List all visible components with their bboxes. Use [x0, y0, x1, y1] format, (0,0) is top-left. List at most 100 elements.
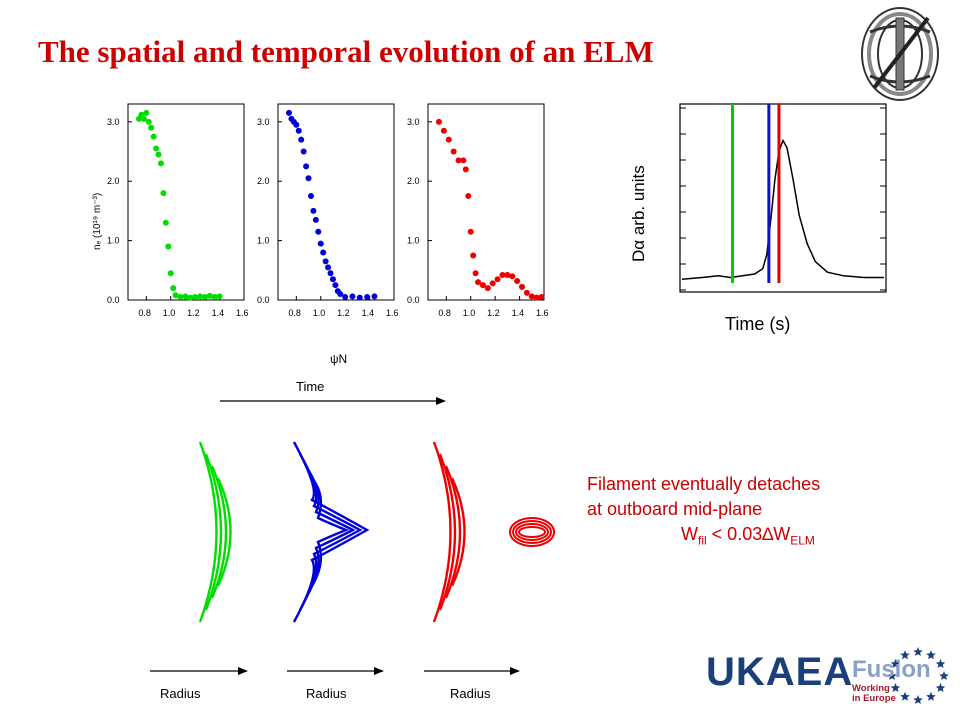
- profile-point: [342, 294, 349, 301]
- caption-formula: Wfil < 0.03∆WELM: [587, 522, 820, 554]
- profile-ytick-label: 1.0: [257, 236, 270, 246]
- eu-star-icon: [926, 691, 936, 701]
- profile-xlabel: ψN: [330, 352, 347, 366]
- formula-mid: < 0.03∆W: [706, 524, 791, 544]
- working-line-1: Working: [852, 683, 890, 694]
- profile-point: [470, 252, 477, 259]
- profile-point: [327, 270, 334, 277]
- caption-line-1: Filament eventually detaches: [587, 474, 821, 494]
- profile-point: [509, 273, 516, 280]
- profile-point: [519, 283, 526, 290]
- filament-red: [432, 441, 466, 623]
- profile-ytick-label: 0.0: [107, 295, 120, 305]
- profile-point: [160, 190, 167, 197]
- radius-label-2: Radius: [306, 686, 347, 701]
- profile-point: [317, 240, 324, 247]
- profile-xtick-label: 1.6: [536, 308, 549, 318]
- dalpha-ticks: [680, 107, 886, 291]
- profile-ytick-label: 2.0: [407, 176, 420, 186]
- profile-point: [499, 272, 506, 279]
- profile-point: [450, 148, 457, 155]
- profile-point: [472, 270, 479, 277]
- eu-star-icon: [939, 671, 949, 680]
- eu-star-icon: [890, 683, 901, 692]
- profile-point: [150, 133, 157, 140]
- working-in-europe: Working in Europe: [852, 684, 896, 704]
- filament-green: [198, 441, 232, 623]
- profile-panel-1: [127, 103, 245, 301]
- eu-star-icon: [900, 650, 910, 660]
- profile-point: [322, 258, 329, 265]
- profile-point: [528, 293, 535, 300]
- profile-point: [305, 175, 312, 182]
- profile-point: [356, 294, 363, 301]
- radius-arrow-1: [150, 667, 248, 675]
- time-label: Time: [296, 379, 324, 394]
- profile-point: [489, 280, 496, 287]
- profile-panel-2: [277, 103, 395, 301]
- eu-star-icon: [900, 691, 910, 701]
- profile-point: [153, 145, 160, 152]
- profile-point: [479, 282, 486, 289]
- profile-xtick-label: 0.8: [138, 308, 151, 318]
- dalpha-markers: [731, 104, 781, 283]
- profile-xtick-label: 1.0: [163, 308, 176, 318]
- dalpha-xlabel: Time (s): [725, 314, 790, 334]
- dalpha-panel: [679, 103, 887, 293]
- profile-xtick-label: 1.6: [236, 308, 249, 318]
- profile-point: [300, 148, 307, 155]
- profile-point: [197, 293, 204, 300]
- eu-star-icon: [913, 647, 923, 656]
- profile-point: [165, 243, 172, 250]
- tokamak-logo: [861, 7, 939, 101]
- radius-label-1: Radius: [160, 686, 201, 701]
- profile-ytick-label: 1.0: [107, 236, 120, 246]
- profile-panel-3: [427, 103, 545, 301]
- dalpha-ylabel: Dα arb. units: [629, 165, 648, 262]
- profile-ticks: 0.8 1.0 1.2 1.4 1.6 0.0 1.0 2.0 3.0 0.8 1.0 1.2 1.4 1…: [107, 117, 549, 318]
- profile-point: [337, 291, 344, 298]
- profile-point: [140, 115, 147, 122]
- profile-point: [455, 157, 462, 164]
- caption-line-2: at outboard mid-plane: [587, 499, 763, 519]
- profile-point: [172, 292, 179, 299]
- profile-point: [307, 193, 314, 200]
- formula-w: W: [681, 524, 698, 544]
- profile-xtick-label: 0.8: [288, 308, 301, 318]
- profile-point: [293, 121, 300, 128]
- eu-star-icon: [926, 650, 936, 660]
- profile-point: [157, 160, 164, 167]
- profile-ytick-label: 2.0: [107, 176, 120, 186]
- profile-xtick-label: 1.4: [212, 308, 225, 318]
- profile-point: [514, 277, 521, 284]
- profile-ytick-label: 3.0: [407, 117, 420, 127]
- profile-point: [523, 289, 530, 296]
- profile-point: [211, 294, 218, 301]
- profile-point: [187, 294, 194, 301]
- profile-xtick-label: 1.4: [512, 308, 525, 318]
- formula-elm: ELM: [790, 533, 815, 548]
- eu-star-icon: [890, 659, 901, 668]
- profile-point: [504, 272, 511, 279]
- time-arrow: [220, 397, 446, 405]
- profile-ytick-label: 0.0: [257, 295, 270, 305]
- profile-point: [315, 228, 322, 235]
- profile-xtick-label: 1.2: [487, 308, 500, 318]
- profile-ytick-label: 1.0: [407, 236, 420, 246]
- profile-point: [145, 118, 152, 125]
- profile-ytick-label: 3.0: [257, 117, 270, 127]
- profile-point: [435, 118, 442, 125]
- fusion-logo-text: Fusion: [852, 656, 931, 683]
- profile-point: [192, 294, 199, 301]
- eu-star-icon: [935, 659, 946, 668]
- profile-point: [182, 293, 189, 300]
- profile-point: [206, 292, 213, 299]
- profile-point: [475, 279, 482, 286]
- profile-xtick-label: 1.6: [386, 308, 399, 318]
- eu-star-icon: [913, 695, 923, 704]
- profile-point: [349, 293, 356, 300]
- profile-point: [364, 294, 371, 301]
- profile-points: [135, 109, 545, 301]
- profile-point: [312, 216, 319, 223]
- eu-star-icon: [887, 671, 897, 680]
